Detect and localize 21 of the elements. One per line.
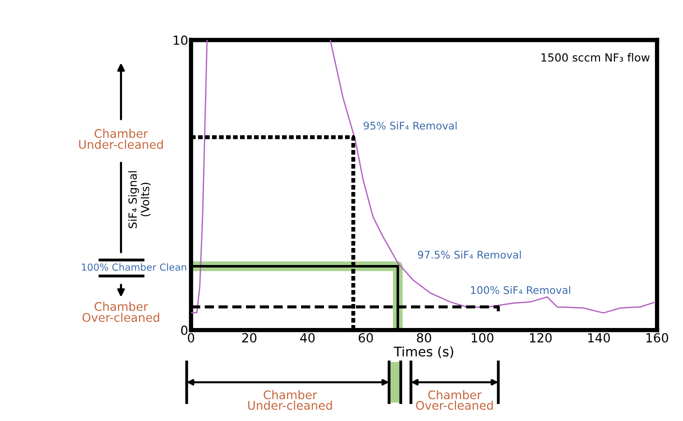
text: 100% Chamber Clean bbox=[82, 263, 186, 271]
annotation: 95% SiF₄ Removal bbox=[364, 122, 457, 130]
annotation: 1500 sccm NF₃ flow bbox=[542, 53, 650, 62]
x-tick-label: 40 bbox=[300, 333, 315, 343]
y-tick-label: 10 bbox=[174, 35, 188, 45]
x-tick-label: 60 bbox=[358, 333, 373, 343]
x-tick-label: 160 bbox=[646, 333, 668, 343]
text: Chamber Over-cleaned bbox=[82, 302, 160, 322]
x-tick-label: 0 bbox=[188, 333, 194, 343]
x-tick-label: 80 bbox=[416, 333, 432, 343]
text: Chamber Under-cleaned bbox=[79, 128, 163, 149]
x-axis-title: Times (s) bbox=[394, 346, 454, 358]
x-tick-label: 120 bbox=[530, 333, 552, 343]
x-tick-label: 100 bbox=[472, 333, 494, 343]
x-tick-label: 20 bbox=[242, 333, 256, 343]
annotation: 100% SiF₄ Removal bbox=[471, 286, 570, 294]
text: Chamber Under-cleaned bbox=[248, 390, 332, 410]
annotation: 97.5% SiF₄ Removal bbox=[418, 250, 521, 259]
text: Chamber Over-cleaned bbox=[416, 390, 493, 410]
x-tick-label: 140 bbox=[588, 333, 610, 343]
y-axis-title: SiF₄ Signal (Volts) bbox=[128, 171, 151, 228]
